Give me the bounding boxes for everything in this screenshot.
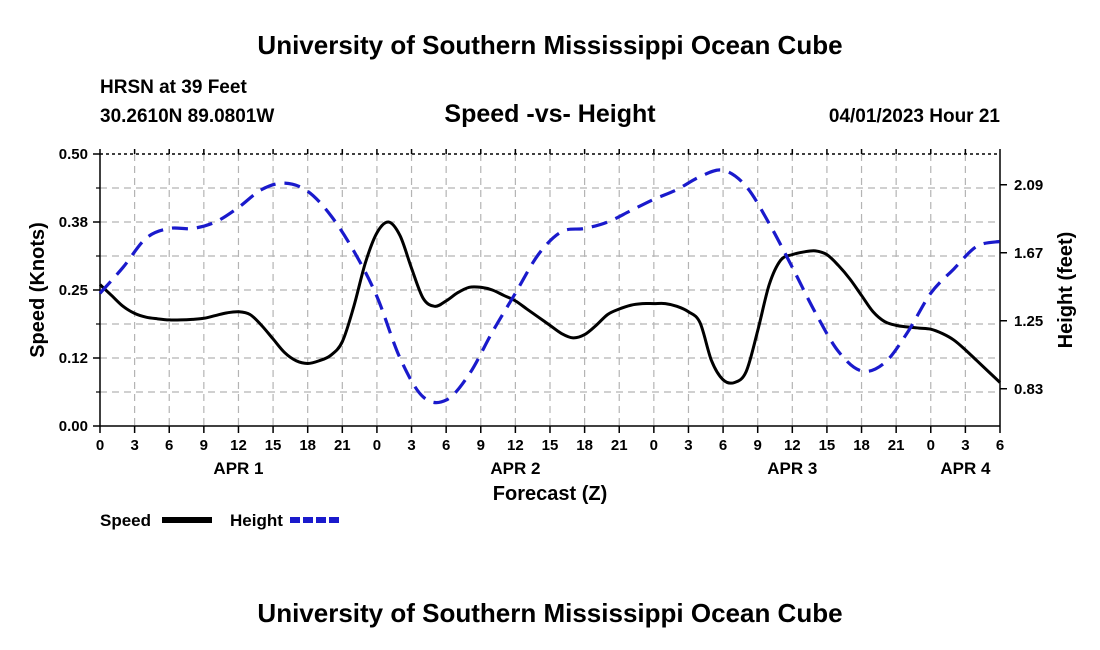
day-label: APR 2: [490, 459, 540, 478]
y-tick-label: 0.00: [59, 418, 88, 435]
day-label: APR 1: [213, 459, 263, 478]
height-series-line: [98, 168, 1001, 405]
x-tick-label: 3: [961, 437, 969, 454]
x-tick-label: 18: [299, 437, 316, 454]
x-tick-label: 6: [996, 437, 1004, 454]
chart-title-bottom: University of Southern Mississippi Ocean…: [257, 598, 843, 628]
x-tick-label: 15: [265, 437, 282, 454]
y-tick-label: 0.38: [59, 214, 88, 231]
x-tick-label: 0: [650, 437, 658, 454]
x-tick-label: 15: [542, 437, 559, 454]
x-tick-label: 3: [684, 437, 692, 454]
y2-tick-label: 2.09: [1014, 177, 1043, 194]
x-tick-label: 21: [888, 437, 905, 454]
y-axis-title: Speed (Knots): [27, 222, 49, 358]
speed-series-line: [98, 220, 1002, 385]
x-tick-label: 6: [165, 437, 173, 454]
x-tick-label: 18: [576, 437, 593, 454]
x-tick-label: 21: [334, 437, 351, 454]
x-tick-label: 18: [853, 437, 870, 454]
chart-subtitle: Speed -vs- Height: [444, 100, 656, 128]
x-tick-label: 12: [230, 437, 247, 454]
forecast-datetime: 04/01/2023 Hour 21: [828, 106, 1000, 127]
x-tick-label: 9: [200, 437, 208, 454]
y-tick-label: 0.12: [59, 350, 88, 367]
x-tick-label: 6: [442, 437, 450, 454]
day-label: APR 3: [767, 459, 817, 478]
station-label: HRSN at 39 Feet: [100, 77, 247, 98]
x-tick-label: 6: [719, 437, 727, 454]
x-tick-label: 12: [784, 437, 801, 454]
x-tick-label: 0: [927, 437, 935, 454]
x-tick-label: 9: [754, 437, 762, 454]
x-tick-label: 0: [96, 437, 104, 454]
coordinates-label: 30.2610N 89.0801W: [100, 106, 275, 127]
y-tick-label: 0.25: [59, 282, 88, 299]
y2-axis-title: Height (feet): [1055, 232, 1077, 349]
x-axis-title: Forecast (Z): [493, 483, 607, 505]
x-tick-label: 0: [373, 437, 381, 454]
legend-speed-label: Speed: [100, 511, 151, 530]
x-tick-label: 21: [611, 437, 628, 454]
x-tick-label: 12: [507, 437, 524, 454]
day-label: APR 4: [940, 459, 991, 478]
x-tick-label: 3: [130, 437, 138, 454]
x-tick-label: 9: [477, 437, 485, 454]
y-tick-label: 0.50: [59, 146, 88, 163]
x-tick-label: 15: [819, 437, 836, 454]
chart-title-top: University of Southern Mississippi Ocean…: [257, 30, 843, 60]
x-tick-label: 3: [407, 437, 415, 454]
y2-tick-label: 1.25: [1014, 313, 1043, 330]
legend-height-label: Height: [230, 511, 283, 530]
y2-tick-label: 0.83: [1014, 381, 1043, 398]
y2-tick-label: 1.67: [1014, 245, 1043, 262]
